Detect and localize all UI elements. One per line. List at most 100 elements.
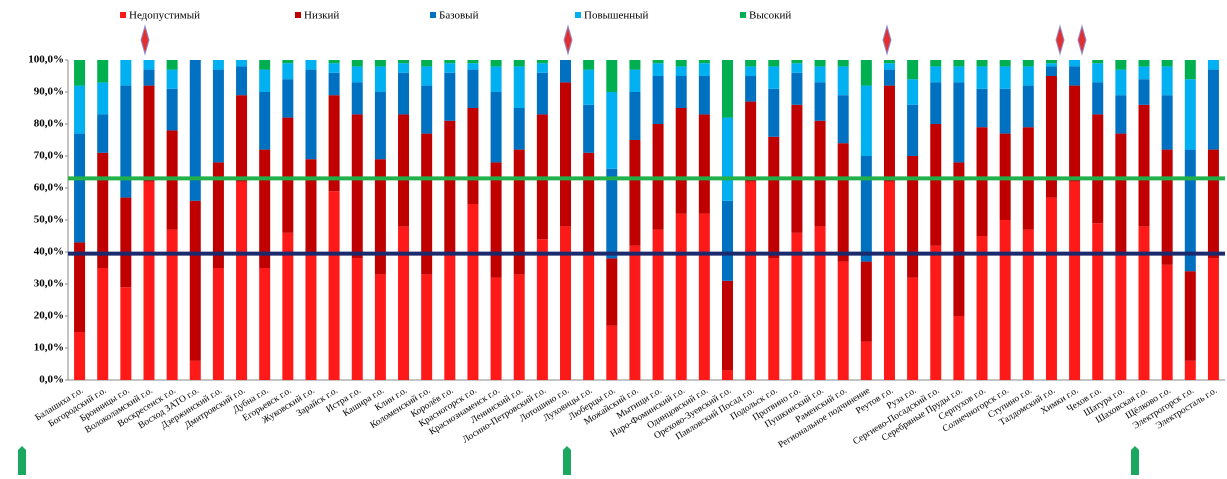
y-tick-label: 70,0% bbox=[34, 150, 64, 162]
bar-segment bbox=[1022, 66, 1034, 86]
bar-segment bbox=[351, 82, 363, 115]
y-tick-label: 40,0% bbox=[34, 246, 64, 258]
bar-segment bbox=[930, 66, 942, 83]
bar-segment bbox=[583, 104, 595, 153]
bar-segment bbox=[930, 124, 942, 246]
bar-segment bbox=[467, 69, 479, 108]
legend-label: Повышенный bbox=[584, 10, 649, 22]
y-tick-label: 80,0% bbox=[34, 118, 64, 130]
bar-segment bbox=[1115, 133, 1127, 256]
bar-segment bbox=[1207, 60, 1219, 70]
bar-segment bbox=[1115, 95, 1127, 134]
bar-segment bbox=[490, 66, 502, 92]
legend-swatch bbox=[120, 12, 126, 18]
bar-segment bbox=[675, 76, 687, 108]
bar-segment bbox=[421, 66, 433, 86]
bar-segment bbox=[768, 60, 780, 67]
bar-segment bbox=[513, 60, 525, 67]
bar-segment bbox=[1138, 60, 1150, 67]
bar-segment bbox=[1092, 60, 1104, 64]
bar-segment bbox=[1138, 104, 1150, 227]
bar-segment bbox=[1207, 258, 1219, 380]
bar-segment bbox=[560, 226, 572, 380]
bar-segment bbox=[1069, 60, 1081, 67]
marker-flag bbox=[563, 446, 571, 475]
bar-segment bbox=[953, 316, 965, 380]
bar-segment bbox=[467, 63, 479, 70]
bar-segment bbox=[768, 66, 780, 89]
bar-segment bbox=[166, 60, 178, 70]
bar-segment bbox=[883, 69, 895, 86]
bar-segment bbox=[259, 149, 271, 268]
bar-segment bbox=[629, 245, 641, 380]
bar-segment bbox=[883, 63, 895, 70]
bar-segment bbox=[814, 226, 826, 380]
bar-segment bbox=[976, 88, 988, 128]
bar-segment bbox=[837, 95, 849, 144]
bar-segment bbox=[490, 277, 502, 380]
y-tick-label: 20,0% bbox=[34, 310, 64, 322]
bar-segment bbox=[1184, 271, 1196, 361]
bar-segment bbox=[236, 95, 248, 182]
legend-label: Высокий bbox=[749, 10, 791, 22]
bar-segment bbox=[953, 66, 965, 83]
bar-segment bbox=[837, 66, 849, 96]
bar-segment bbox=[398, 60, 410, 64]
bar-segment bbox=[652, 63, 664, 76]
bar-segment bbox=[374, 92, 386, 160]
bar-segment bbox=[259, 268, 271, 380]
bar-segment bbox=[907, 104, 919, 156]
bar-segment bbox=[189, 60, 201, 201]
bar-segment bbox=[444, 63, 456, 73]
bar-segment bbox=[907, 60, 919, 80]
bar-segment bbox=[1184, 360, 1196, 380]
y-tick-label: 90,0% bbox=[34, 86, 64, 98]
bar-segment bbox=[837, 60, 849, 67]
bar-segment bbox=[560, 60, 572, 83]
bar-segment bbox=[907, 79, 919, 105]
bar-segment bbox=[837, 143, 849, 262]
bar-segment bbox=[328, 63, 340, 73]
bar-segment bbox=[513, 149, 525, 275]
bar-segment bbox=[351, 258, 363, 380]
bar-segment bbox=[282, 232, 294, 380]
bar-segment bbox=[907, 156, 919, 278]
bar-segment bbox=[721, 280, 733, 371]
bar-segment bbox=[536, 63, 548, 73]
bar-segment bbox=[721, 200, 733, 281]
bar-segment bbox=[282, 60, 294, 64]
bar-segment bbox=[629, 92, 641, 140]
bar-segment bbox=[97, 114, 109, 153]
bar-segment bbox=[1092, 82, 1104, 115]
bar-segment bbox=[351, 114, 363, 259]
bar-segment bbox=[976, 127, 988, 236]
marker-arrow bbox=[140, 24, 150, 56]
bar-segment bbox=[953, 60, 965, 67]
bar-segment bbox=[930, 60, 942, 67]
bar-segment bbox=[860, 85, 872, 156]
y-tick-label: 10,0% bbox=[34, 342, 64, 354]
bar-segment bbox=[953, 82, 965, 163]
bar-segment bbox=[1115, 255, 1127, 380]
bar-segment bbox=[212, 69, 224, 163]
legend-swatch bbox=[295, 12, 301, 18]
bar-segment bbox=[143, 181, 155, 380]
bar-segment bbox=[698, 114, 710, 214]
bar-segment bbox=[698, 63, 710, 76]
bar-segment bbox=[560, 82, 572, 227]
bar-segment bbox=[814, 120, 826, 227]
bar-segment bbox=[768, 88, 780, 137]
bar-segment bbox=[328, 72, 340, 96]
bar-segment bbox=[768, 136, 780, 259]
marker-flag bbox=[1131, 446, 1139, 475]
bar-segment bbox=[120, 287, 132, 380]
bar-segment bbox=[675, 66, 687, 76]
bar-segment bbox=[768, 258, 780, 380]
bar-segment bbox=[629, 140, 641, 246]
legend-label: Базовый bbox=[439, 10, 479, 22]
marker-arrow bbox=[1077, 24, 1087, 56]
bar-segment bbox=[1022, 85, 1034, 128]
bar-segment bbox=[583, 252, 595, 380]
bar-segment bbox=[166, 69, 178, 89]
